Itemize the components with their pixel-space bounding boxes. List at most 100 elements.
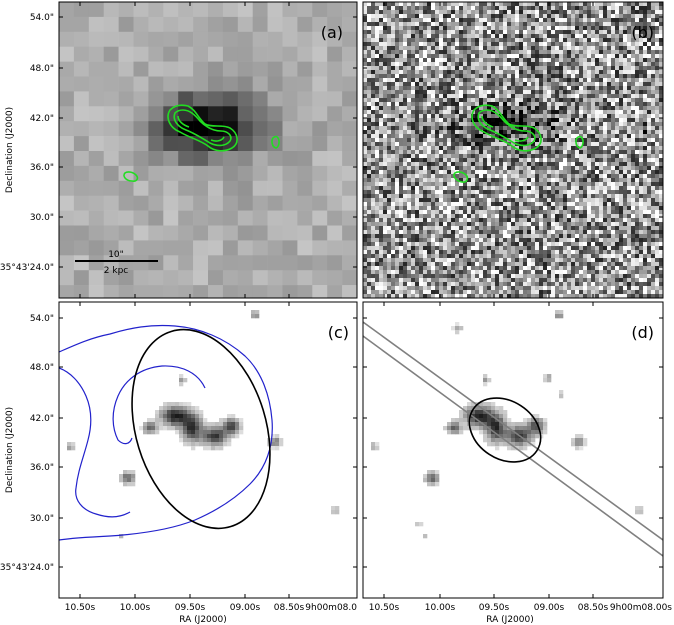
image-pixel [363, 114, 368, 119]
image-pixel [427, 134, 432, 139]
image-pixel [659, 170, 663, 175]
image-pixel [611, 86, 616, 91]
image-pixel [367, 190, 372, 195]
image-pixel [367, 162, 372, 167]
image-pixel [515, 146, 520, 151]
image-pixel [447, 186, 452, 191]
image-pixel [655, 42, 660, 47]
image-pixel [411, 58, 416, 63]
image-pixel [627, 10, 632, 15]
image-pixel [467, 222, 472, 227]
image-pixel [222, 240, 239, 256]
image-pixel [459, 226, 464, 231]
image-pixel [547, 190, 552, 195]
image-pixel [507, 130, 512, 135]
image-pixel [643, 142, 648, 147]
image-pixel [491, 222, 496, 227]
image-pixel [455, 30, 460, 35]
image-pixel [575, 242, 580, 247]
image-pixel [659, 174, 663, 179]
image-pixel [615, 46, 620, 51]
image-pixel [403, 42, 408, 47]
image-pixel [73, 180, 90, 196]
image-pixel [459, 2, 464, 7]
image-pixel [547, 198, 552, 203]
image-pixel [483, 10, 488, 15]
image-pixel [555, 70, 560, 75]
image-pixel [383, 34, 388, 39]
image-pixel [371, 98, 376, 103]
image-pixel [527, 174, 532, 179]
image-pixel [371, 158, 376, 163]
image-pixel [647, 194, 652, 199]
image-pixel [88, 61, 104, 77]
image-pixel [383, 38, 388, 43]
image-pixel [411, 206, 416, 211]
image-pixel [559, 158, 564, 163]
image-pixel [591, 86, 596, 91]
image-pixel [463, 186, 468, 191]
image-pixel [655, 198, 660, 203]
image-pixel [427, 222, 432, 227]
image-pixel [403, 78, 408, 83]
image-pixel [439, 66, 444, 71]
image-pixel [595, 90, 600, 95]
image-pixel [399, 138, 404, 143]
image-pixel [583, 206, 588, 211]
image-pixel [559, 126, 564, 131]
image-pixel [595, 170, 600, 175]
image-pixel [555, 82, 560, 87]
image-pixel [639, 26, 644, 31]
image-pixel [163, 136, 179, 152]
image-pixel [603, 90, 608, 95]
image-pixel [539, 170, 544, 175]
image-pixel [611, 46, 616, 51]
image-pixel [399, 198, 404, 203]
image-pixel [439, 170, 444, 175]
image-pixel [148, 16, 164, 33]
image-pixel [375, 142, 380, 147]
image-pixel [511, 158, 516, 163]
image-pixel [587, 138, 592, 143]
image-pixel [623, 126, 628, 131]
image-pixel [575, 74, 580, 79]
image-pixel [479, 82, 484, 87]
image-pixel [431, 14, 436, 19]
image-pixel [375, 122, 380, 127]
image-pixel [551, 14, 556, 19]
image-pixel [499, 82, 504, 87]
image-pixel [451, 38, 456, 43]
image-pixel [575, 166, 580, 171]
image-pixel [435, 90, 440, 95]
image-pixel [607, 134, 612, 139]
image-pixel [615, 2, 620, 7]
image-pixel [531, 114, 536, 119]
image-pixel [407, 94, 412, 99]
image-pixel [519, 66, 524, 71]
image-pixel [395, 130, 400, 135]
image-pixel [523, 2, 528, 7]
image-pixel [535, 230, 540, 235]
image-pixel [659, 142, 663, 147]
image-pixel [579, 222, 584, 227]
image-pixel [655, 14, 660, 19]
image-pixel [133, 31, 149, 47]
image-pixel [439, 194, 444, 199]
image-pixel [423, 6, 428, 11]
image-pixel [635, 146, 640, 151]
image-pixel [563, 170, 568, 175]
image-pixel [579, 130, 584, 135]
image-pixel [523, 38, 528, 43]
image-pixel [387, 86, 392, 91]
image-pixel [435, 214, 440, 219]
image-pixel [579, 186, 584, 191]
image-pixel [178, 240, 194, 256]
image-pixel [487, 146, 492, 151]
image-pixel [133, 136, 149, 152]
image-pixel [403, 106, 408, 111]
image-pixel [467, 242, 472, 247]
image-pixel [655, 18, 660, 23]
image-pixel [535, 242, 540, 247]
image-pixel [427, 142, 432, 147]
image-pixel [607, 210, 612, 215]
